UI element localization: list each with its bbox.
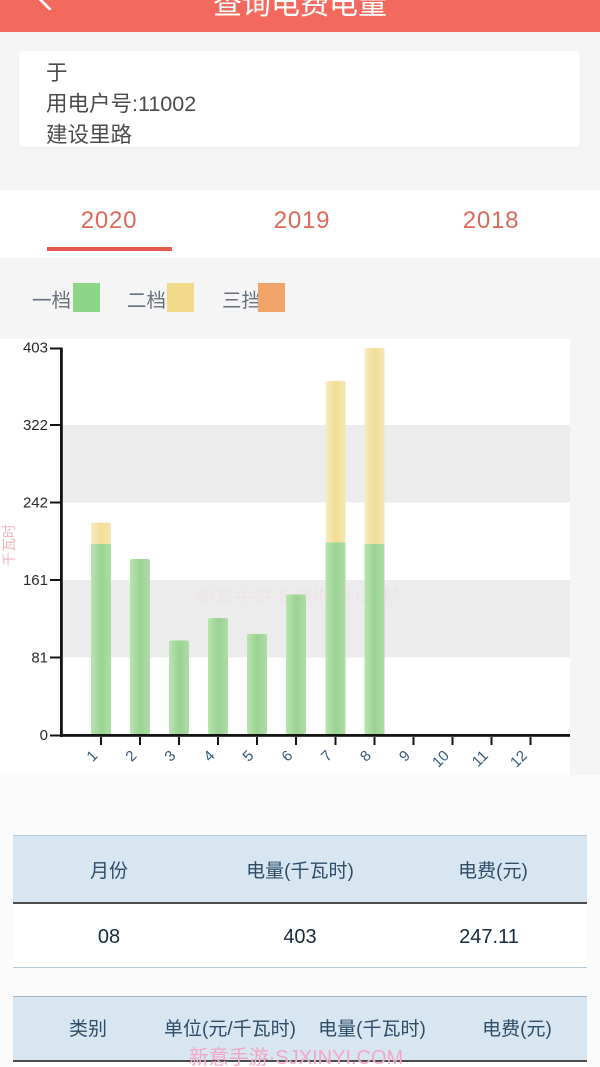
svg-text:81: 81 (31, 650, 48, 667)
svg-text:新意手游·SJXINYI.COM: 新意手游·SJXINYI.COM (196, 585, 400, 607)
svg-text:161: 161 (23, 572, 48, 589)
svg-text:0: 0 (40, 727, 48, 744)
svg-text:403: 403 (23, 340, 48, 357)
svg-text:322: 322 (23, 417, 48, 434)
svg-text:千瓦时: 千瓦时 (1, 524, 17, 566)
svg-text:242: 242 (23, 495, 48, 512)
